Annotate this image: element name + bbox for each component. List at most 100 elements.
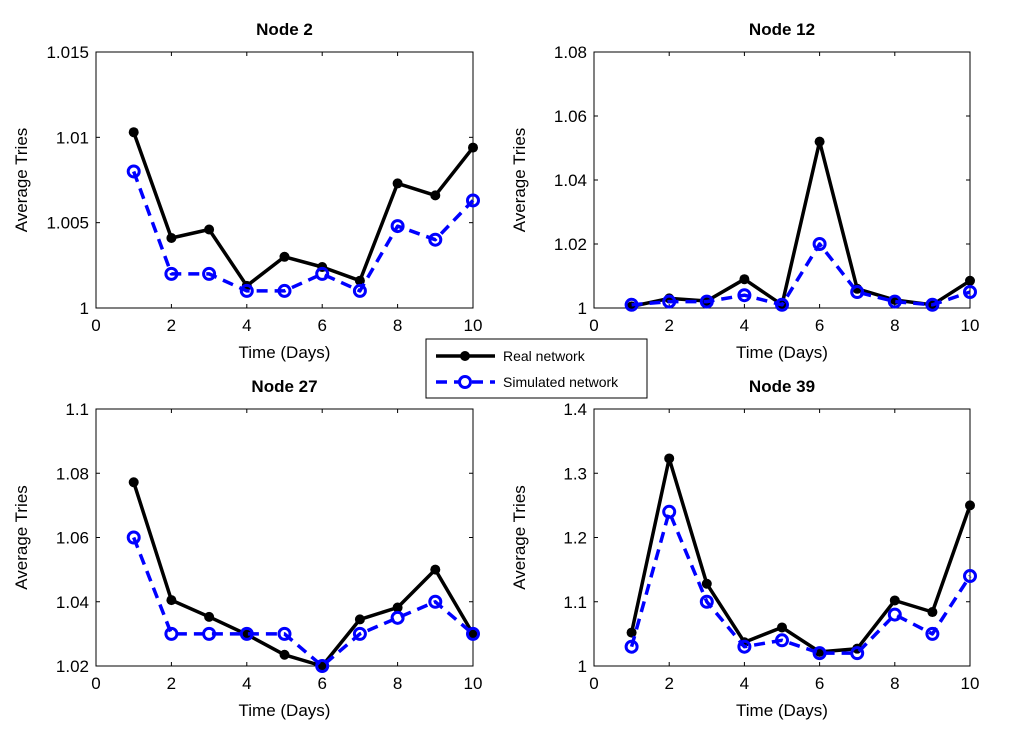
x-tick-label: 8 (393, 674, 402, 693)
x-tick-label: 0 (91, 674, 100, 693)
data-point-simulated (277, 626, 292, 641)
data-point-simulated (963, 569, 977, 584)
x-axis-label: Time (Days) (736, 343, 828, 362)
data-point-real (965, 275, 975, 286)
x-tick-label: 10 (464, 316, 483, 335)
data-point-real (927, 607, 938, 618)
data-point-real (354, 614, 365, 625)
data-point-simulated (315, 266, 330, 281)
x-tick-label: 4 (242, 674, 251, 693)
data-point-real (128, 477, 139, 488)
x-tick-label: 4 (242, 316, 251, 335)
legend-real-marker (460, 351, 470, 361)
x-tick-label: 2 (167, 674, 176, 693)
y-tick-label: 1.08 (554, 43, 587, 62)
data-point-simulated (850, 646, 865, 661)
y-axis-label: Average Tries (12, 128, 31, 233)
data-point-real (279, 251, 290, 262)
x-tick-label: 2 (167, 316, 176, 335)
data-point-simulated (202, 266, 217, 281)
x-tick-label: 8 (393, 316, 402, 335)
chart-title: Node 2 (256, 20, 313, 39)
data-point-real (204, 611, 215, 622)
y-tick-label: 1.01 (56, 128, 89, 147)
series-line-real (132, 481, 475, 668)
data-point-simulated (887, 607, 902, 622)
x-tick-label: 0 (91, 316, 100, 335)
data-point-simulated (126, 164, 141, 179)
y-axis-label: Average Tries (510, 485, 529, 590)
data-point-real (279, 649, 290, 660)
data-point-simulated (126, 530, 141, 545)
data-point-simulated (390, 610, 405, 625)
y-tick-label: 1.1 (65, 400, 89, 419)
data-point-simulated (662, 504, 677, 519)
plot-area (593, 51, 971, 309)
chart-panel-4: 0 2 4 6 8 10 1 1.1 1.2 1.3 1.4 Node 39 Time (Days) Av… (510, 377, 979, 720)
x-axis-label: Time (Days) (239, 343, 331, 362)
legend-sim-label: Simulated network (503, 374, 619, 390)
series-line-simulated (631, 242, 971, 307)
data-point-real (166, 233, 177, 244)
x-tick-label: 10 (961, 316, 980, 335)
data-point-simulated (812, 646, 827, 661)
x-tick-label: 4 (740, 674, 749, 693)
data-point-real (739, 274, 750, 285)
y-tick-label: 1 (578, 657, 587, 676)
data-point-simulated (624, 297, 639, 312)
data-point-real (128, 127, 139, 138)
chart-title: Node 27 (251, 377, 317, 396)
y-tick-label: 1.08 (56, 464, 89, 483)
series-line-real (629, 456, 972, 654)
data-point-real (626, 627, 637, 638)
data-point-simulated (277, 283, 292, 298)
data-point-real (241, 629, 252, 640)
data-point-simulated (624, 639, 639, 654)
data-point-simulated (775, 633, 789, 648)
series-line-simulated (629, 510, 972, 655)
x-tick-label: 2 (664, 316, 673, 335)
y-tick-label: 1.3 (563, 464, 587, 483)
data-point-real (701, 578, 712, 589)
data-point-real (468, 142, 478, 153)
data-point-simulated (963, 285, 977, 299)
chart-panel-2: 0 2 4 6 8 10 1 1.02 1.04 1.06 1.08 Node 12 Time (Day… (510, 20, 979, 362)
data-point-simulated (202, 626, 217, 641)
legend: Real network Simulated network (425, 338, 648, 399)
data-point-real (430, 190, 441, 201)
y-tick-label: 1.2 (563, 529, 587, 548)
data-point-simulated (925, 626, 940, 641)
y-tick-label: 1.1 (563, 593, 587, 612)
series-line-simulated (132, 536, 475, 668)
data-point-simulated (662, 294, 677, 309)
plot-area (95, 408, 474, 667)
y-tick-label: 1.4 (563, 400, 587, 419)
y-axis-label: Average Tries (12, 485, 31, 590)
x-tick-label: 4 (740, 316, 749, 335)
data-point-real (889, 595, 900, 606)
x-tick-label: 6 (317, 674, 326, 693)
data-point-simulated (699, 294, 714, 309)
data-point-simulated (737, 639, 752, 654)
chart-title: Node 12 (749, 20, 815, 39)
y-tick-label: 1.02 (554, 235, 587, 254)
data-point-real (664, 453, 675, 464)
x-tick-label: 2 (664, 674, 673, 693)
data-point-real (392, 602, 403, 613)
y-tick-label: 1.02 (56, 657, 89, 676)
data-point-real (430, 564, 441, 575)
data-point-simulated (887, 294, 902, 309)
data-point-simulated (315, 659, 330, 673)
x-tick-label: 0 (589, 316, 598, 335)
y-tick-label: 1.06 (56, 529, 89, 548)
x-tick-label: 6 (815, 674, 824, 693)
y-tick-label: 1.015 (46, 43, 89, 62)
data-point-simulated (239, 626, 254, 641)
series-line-real (132, 131, 475, 288)
x-tick-label: 10 (464, 674, 483, 693)
legend-sim-marker (458, 375, 472, 389)
data-point-real (965, 500, 975, 511)
data-point-simulated (164, 626, 179, 641)
